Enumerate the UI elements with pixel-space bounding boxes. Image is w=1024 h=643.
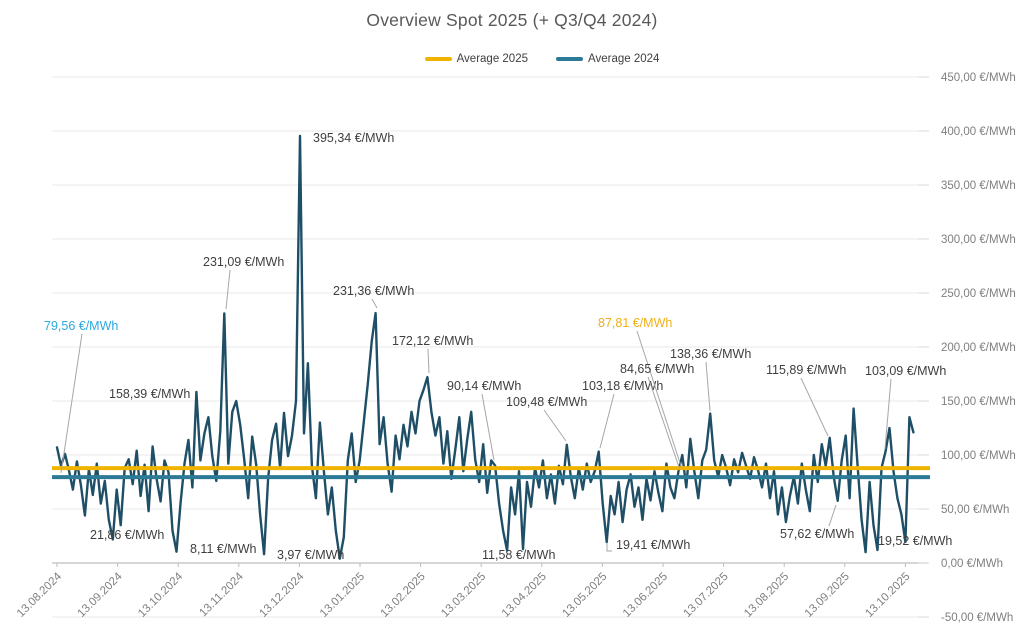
annotation-callout-line xyxy=(599,393,615,449)
y-axis-label: 400,00 €/MWh xyxy=(941,126,1016,138)
x-axis-label: 13.10.2025 xyxy=(863,571,912,620)
annotation-callout-line xyxy=(636,330,682,467)
annotation-label: 87,81 €/MWh xyxy=(598,316,672,330)
annotation-label: 231,09 €/MWh xyxy=(203,255,284,269)
x-axis-label: 13.08.2025 xyxy=(742,571,791,620)
annotation-label: 21,86 €/MWh xyxy=(90,528,164,542)
annotation-callout-line xyxy=(606,543,612,552)
x-axis-label: 13.02.2025 xyxy=(379,571,428,620)
y-axis-label: 450,00 €/MWh xyxy=(941,72,1016,84)
annotation-callout-line xyxy=(884,378,892,450)
annotation-callout-line xyxy=(225,269,231,310)
annotation-label: 19,52 €/MWh xyxy=(878,534,952,548)
y-axis-label: 0,00 €/MWh xyxy=(941,558,1003,570)
x-axis-label: 13.06.2025 xyxy=(621,571,670,620)
legend-label-average-2025: Average 2025 xyxy=(456,53,528,65)
annotation-callout-line xyxy=(427,348,430,374)
annotation-label: 57,62 €/MWh xyxy=(780,527,854,541)
annotation-callout-line xyxy=(828,504,837,527)
legend-item-average-2025[interactable]: Average 2025 xyxy=(424,53,528,65)
legend-item-average-2024[interactable]: Average 2024 xyxy=(556,53,659,65)
legend-swatch-average-2025-icon xyxy=(424,57,452,61)
legend-swatch-average-2024-icon xyxy=(556,57,583,61)
annotation-label: 231,36 €/MWh xyxy=(333,284,414,298)
y-axis-label: 100,00 €/MWh xyxy=(941,450,1016,462)
x-axis-label: 13.07.2025 xyxy=(682,571,731,620)
annotation-callout-line xyxy=(543,409,567,442)
y-axis-label: 50,00 €/MWh xyxy=(941,504,1009,516)
annotation-label: 103,09 €/MWh xyxy=(865,364,946,378)
annotation-label: 103,18 €/MWh xyxy=(582,379,663,393)
annotation-label: 8,11 €/MWh xyxy=(190,542,257,556)
annotation-callout-line xyxy=(800,377,829,437)
annotation-label: 172,12 €/MWh xyxy=(392,334,473,348)
x-axis-label: 13.03.2025 xyxy=(439,571,488,620)
y-axis-label: -50,00 €/MWh xyxy=(941,612,1013,624)
x-axis-label: 13.09.2025 xyxy=(803,571,852,620)
annotation-callout-line xyxy=(705,361,711,412)
y-axis-label: 150,00 €/MWh xyxy=(941,396,1016,408)
annotation-callout-line xyxy=(371,298,378,309)
annotation-label: 109,48 €/MWh xyxy=(506,395,587,409)
annotation-callout-line xyxy=(60,333,83,474)
x-axis-label: 13.11.2024 xyxy=(197,570,246,619)
annotation-callout-line xyxy=(481,393,495,461)
x-axis-label: 13.08.2024 xyxy=(15,570,65,620)
x-axis-label: 13.12.2024 xyxy=(257,570,307,620)
annotation-label: 138,36 €/MWh xyxy=(670,347,751,361)
chart-title: Overview Spot 2025 (+ Q3/Q4 2024) xyxy=(366,10,658,30)
annotation-label: 90,14 €/MWh xyxy=(447,379,521,393)
y-axis-label: 300,00 €/MWh xyxy=(941,234,1016,246)
annotation-label: 3,97 €/MWh xyxy=(277,548,344,562)
x-axis-label: 13.09.2024 xyxy=(76,570,126,620)
annotation-label: 395,34 €/MWh xyxy=(313,131,394,145)
annotation-label: 84,65 €/MWh xyxy=(620,362,694,376)
annotation-label: 11,58 €/MWh xyxy=(482,548,555,562)
annotation-callout-line xyxy=(647,376,681,471)
x-axis-label: 13.04.2025 xyxy=(500,571,549,620)
y-axis-label: 200,00 €/MWh xyxy=(941,342,1016,354)
annotation-label: 115,89 €/MWh xyxy=(766,363,846,377)
x-axis-label: 13.10.2024 xyxy=(136,570,186,620)
annotation-label: 19,41 €/MWh xyxy=(616,538,690,552)
annotation-label: 79,56 €/MWh xyxy=(44,319,118,333)
annotation-label: 158,39 €/MWh xyxy=(109,387,190,401)
y-axis-label: 250,00 €/MWh xyxy=(941,288,1016,300)
legend: Average 2025 Average 2024 xyxy=(30,53,1024,65)
x-axis-label: 13.01.2025 xyxy=(318,571,367,620)
y-axis-label: 350,00 €/MWh xyxy=(941,180,1016,192)
x-axis-label: 13.05.2025 xyxy=(560,571,609,620)
legend-label-average-2024: Average 2024 xyxy=(588,53,660,65)
